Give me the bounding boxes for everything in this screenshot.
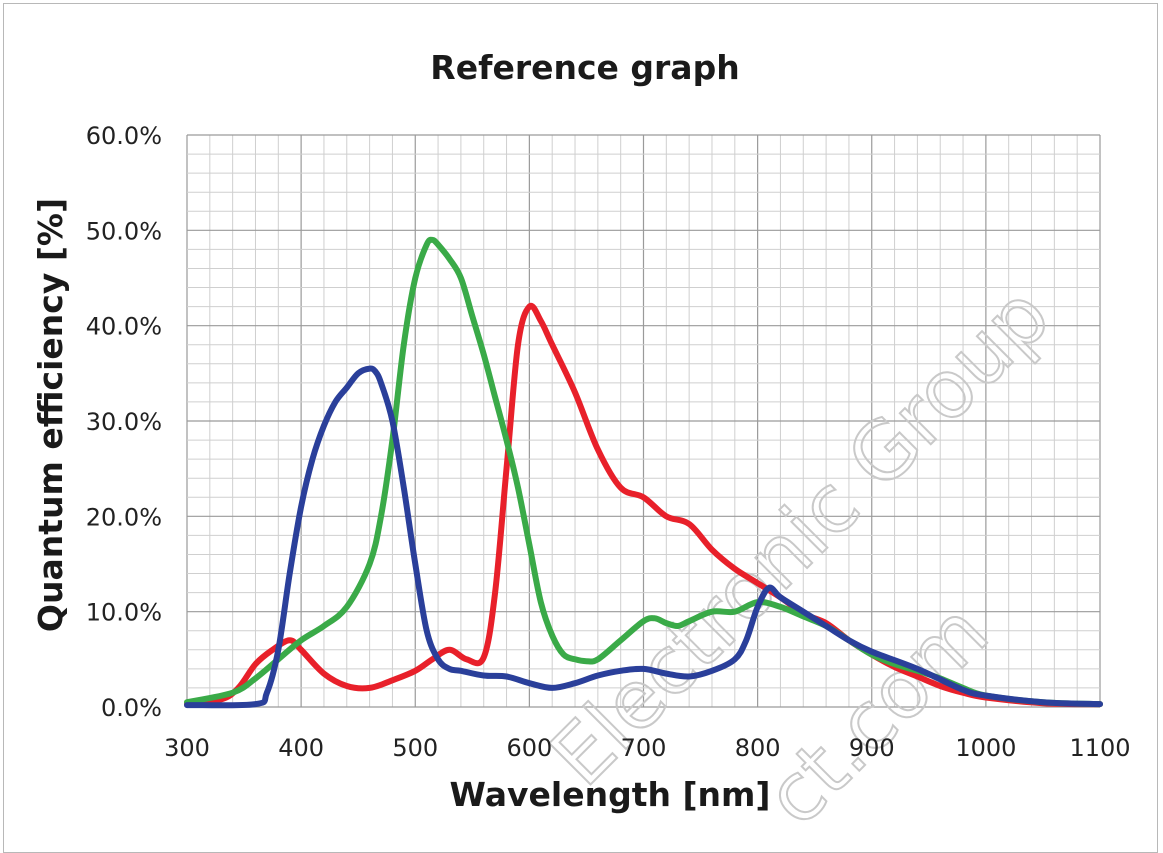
y-tick-label: 60.0% <box>86 122 162 150</box>
x-tick-label: 800 <box>735 734 781 762</box>
y-tick-label: 20.0% <box>86 503 162 531</box>
x-tick-label: 300 <box>164 734 210 762</box>
x-tick-label: 500 <box>392 734 438 762</box>
chart-frame <box>3 3 1158 853</box>
series-lines <box>184 236 1103 709</box>
x-tick-label: 400 <box>278 734 324 762</box>
x-tick-label: 1000 <box>955 734 1016 762</box>
watermark-line-2: ct.com <box>748 586 1006 834</box>
chart-title: Reference graph <box>430 48 739 87</box>
watermark-line-1: Electronic Group <box>533 269 1068 804</box>
y-tick-label: 50.0% <box>86 217 162 245</box>
x-tick-label: 700 <box>621 734 667 762</box>
x-tick-label: 1100 <box>1069 734 1130 762</box>
x-tick-label: 600 <box>506 734 552 762</box>
y-tick-label: 40.0% <box>86 313 162 341</box>
tick-labels: 300 400 500 600 700 800 900 1000 1100 0.0% 10.0% 20… <box>86 122 1131 762</box>
x-axis-label: Wavelength [nm] <box>450 775 771 814</box>
grid <box>186 134 1101 708</box>
y-axis-label: Quantum efficiency [%] <box>31 198 70 632</box>
y-tick-label: 0.0% <box>101 694 162 722</box>
x-tick-label: 900 <box>849 734 895 762</box>
y-tick-label: 30.0% <box>86 408 162 436</box>
series-line-blue <box>184 365 1103 709</box>
chart-canvas: Electronic Group ct.com 300 400 500 600 700 8… <box>31 48 1131 834</box>
y-tick-label: 10.0% <box>86 599 162 627</box>
